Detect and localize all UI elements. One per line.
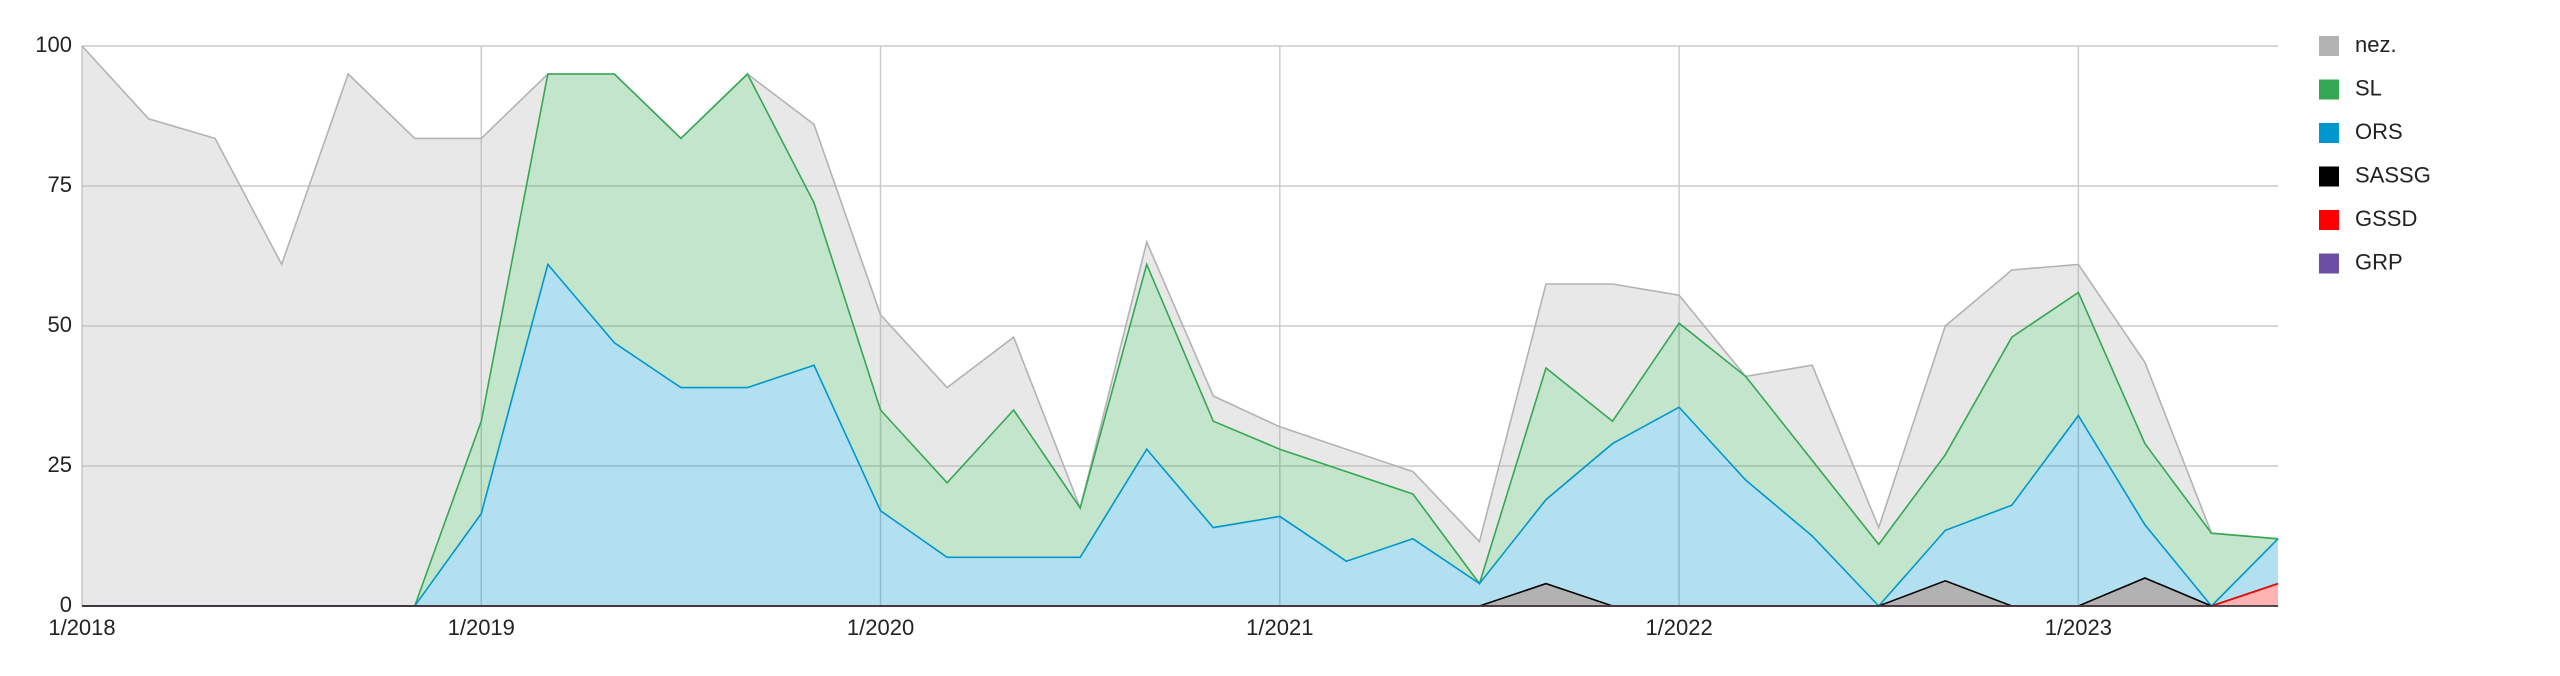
series-line (81, 45, 2279, 544)
x-tick-label: 1/2020 (847, 615, 914, 640)
area-fill (82, 46, 2278, 606)
area-fill (82, 74, 2278, 606)
legend-swatch (2319, 210, 2339, 230)
legend-swatch (2319, 253, 2339, 274)
x-tick-label: 1/2018 (48, 615, 115, 640)
legend-swatch (2319, 166, 2339, 187)
legend-label: ORS (2355, 119, 2403, 144)
series-line (82, 262, 2279, 608)
y-tick-label: 50 (48, 312, 72, 337)
legend-swatch (2319, 79, 2339, 100)
y-tick-label: 0 (60, 592, 72, 617)
y-tick-label: 75 (48, 172, 72, 197)
legend-swatch (2319, 36, 2339, 56)
legend-label: SASSG (2355, 162, 2431, 187)
series-line (82, 72, 2279, 607)
x-tick-label: 1/2019 (448, 615, 515, 640)
x-tick-label: 1/2021 (1246, 615, 1313, 640)
legend-label: GSSD (2355, 206, 2417, 231)
legend-swatch (2319, 123, 2339, 143)
x-tick-label: 1/2023 (2045, 615, 2112, 640)
y-tick-label: 100 (35, 32, 72, 57)
legend-label: GRP (2355, 249, 2403, 274)
x-tick-label: 1/2022 (1645, 615, 1712, 640)
y-tick-label: 25 (48, 452, 72, 477)
legend-label: nez. (2355, 32, 2397, 57)
legend-label: SL (2355, 75, 2382, 100)
area-fill (82, 264, 2278, 606)
